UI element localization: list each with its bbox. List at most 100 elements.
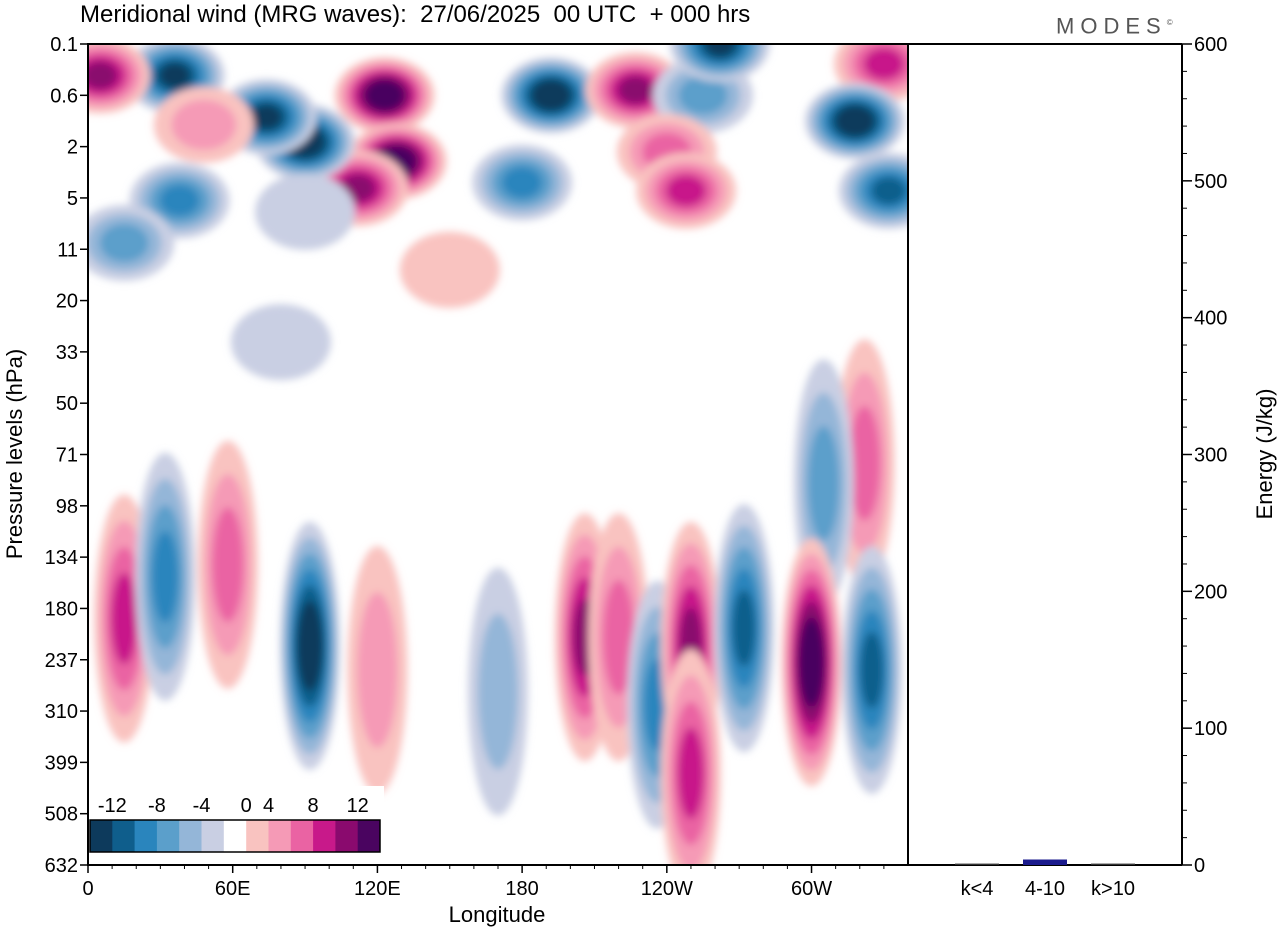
y-tick-label: 399 [45,752,78,774]
colorbar-label: -8 [148,795,166,817]
chart-title: Meridional wind (MRG waves): 27/06/2025 … [80,1,751,28]
energy-tick-label: 200 [1194,581,1227,603]
colorbar-bin [179,820,202,852]
colorbar-bin [223,820,247,852]
contour-blob-17-4 [502,166,543,199]
y-tick-label: 71 [56,445,78,467]
y-tick-label: 0.6 [50,85,78,107]
contour-blob-22-1 [255,173,356,250]
x-tick-label: 0 [82,878,93,900]
contour-blob-40-5 [860,631,884,709]
x-tick-label: 120W [641,878,693,900]
contour-blob-10-6 [704,44,736,57]
contour-blob-18-4 [159,184,200,217]
colorbar-label: 8 [308,795,319,817]
energy-tick-label: 300 [1194,445,1227,467]
energy-category-label: 4-10 [1025,878,1065,900]
contour-blob-31-2 [357,592,398,748]
contour-blob-11-4 [863,48,904,80]
colorbar-bin [201,820,225,852]
colorbar-bin [290,820,314,852]
y-tick-label: 237 [45,650,78,672]
y-tick-label: 11 [57,239,78,261]
contour-blob-24-1 [230,304,331,381]
energy-bar [1091,863,1135,865]
y-tick-label: 2 [67,137,78,159]
colorbar-label: -4 [193,795,211,817]
energy-tick-label: 100 [1194,718,1227,740]
y-tick-label: 20 [56,291,78,313]
colorbar-label: 4 [263,795,274,817]
colorbar-bin [246,820,269,852]
contour-blob-38-5 [732,589,756,667]
y-tick-label: 310 [45,701,78,723]
energy-bars: k<4 4-10 k>10 [955,859,1135,900]
energy-tick-label: 500 [1194,171,1227,193]
y-tick-label: 632 [45,855,78,877]
contour-blob-7-7 [537,84,565,107]
colorbar-bin [268,820,292,852]
contour-blob-4-6 [251,104,282,130]
contour-blob-27-4 [111,572,138,665]
contour-blob-8-5 [618,76,653,104]
colorbar-frame [89,819,381,853]
energy-category-label: k<4 [961,878,994,900]
contour-blob-21-3 [99,223,149,263]
x-tick-label: 120E [354,878,401,900]
contour-blob-39-7 [802,632,821,692]
contour-blob-25-3 [849,405,881,521]
contour-blob-20-2 [171,100,237,150]
x-tick-label: 180 [505,878,538,900]
energy-category-label: k>10 [1091,878,1135,900]
y-tick-label: 50 [56,393,78,415]
y-tick-label: 0.1 [50,34,78,56]
y-axis: 0.1 0.6 2 5 11 20 33 50 71 98 134 180 237 310 399 508 63… [45,34,88,877]
contour-blob-5-6 [159,63,190,88]
colorbar-bin [90,820,113,852]
contour-blob-12-5 [88,61,118,90]
energy-axis-label: Energy (J/kg) [1252,389,1277,520]
energy-bar [1023,859,1067,865]
y-tick-label: 5 [67,188,78,210]
contour-blob-13-7 [841,109,869,133]
colorbar-label: 12 [347,795,369,817]
contour-blob-32-2 [478,613,518,770]
energy-tick-label: 0 [1194,855,1205,877]
y-tick-label: 98 [56,496,78,518]
colorbar: -12 -8 -4 0 4 8 12 [86,786,384,856]
y-tick-label: 33 [56,342,78,364]
contour-blob-23-1 [399,231,500,308]
contour-blob-37-4 [677,727,704,819]
x-tick-label: 60W [791,878,832,900]
y-tick-label: 134 [45,547,78,569]
energy-tick-label: 600 [1194,34,1227,56]
y-tick-label: 508 [45,804,78,826]
contour-blob-0-7 [370,84,399,107]
x-axis: 0 60E 120E 180 120W 60W [82,865,885,900]
colorbar-label: 0 [241,795,252,817]
contour-blob-26-3 [808,425,840,541]
contour-blob-9-3 [678,76,728,115]
contour-field [88,44,908,865]
colorbar-bin [357,820,381,852]
modes-logo: MODES© [1056,13,1173,39]
y-tick-label: 180 [45,598,78,620]
colorbar-bin [134,820,158,852]
colorbar-bin [335,820,359,852]
colorbar-bin [313,820,336,852]
contour-blob-34-3 [603,579,635,695]
logo-text: MODES [1056,13,1167,39]
colorbar-bin [156,820,180,852]
y-axis-label: Pressure levels (hPa) [2,349,27,559]
x-axis-label: Longitude [449,902,546,927]
colorbar-bin [112,820,136,852]
contour-blob-30-7 [300,616,320,676]
contour-blob-28-4 [152,531,179,623]
contour-blob-14-5 [871,177,906,205]
energy-y-axis: 0 100 200 300 400 500 600 [1182,34,1227,877]
contour-blob-16-4 [666,175,707,207]
x-tick-label: 60E [215,878,251,900]
contour-blobs [88,44,908,865]
contour-blob-29-3 [212,507,244,622]
